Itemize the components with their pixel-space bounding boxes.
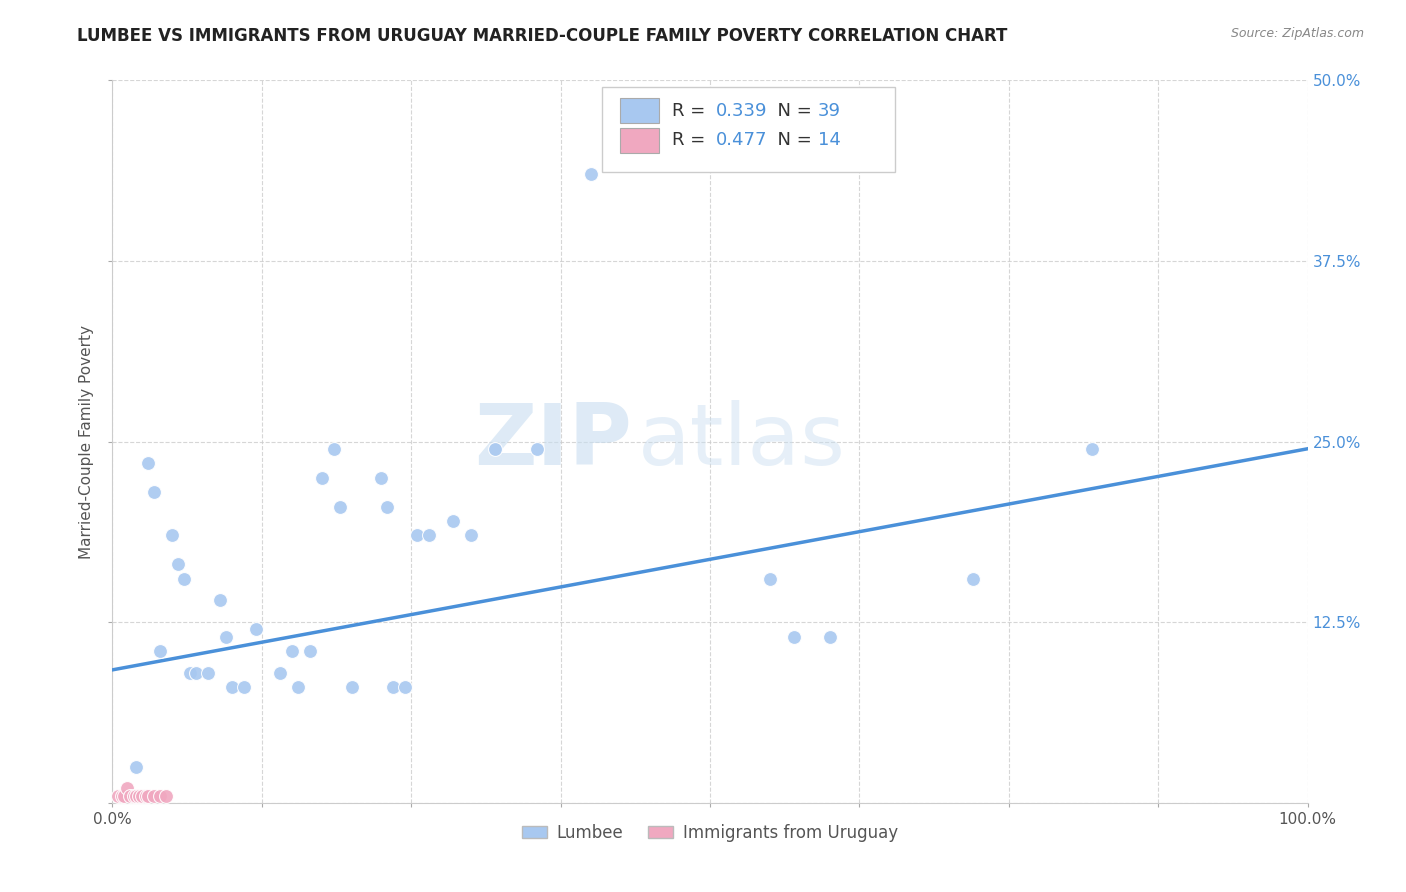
Point [418, 528, 440, 542]
Point [135, 789, 157, 803]
Y-axis label: Married-Couple Family Poverty: Married-Couple Family Poverty [79, 325, 94, 558]
FancyBboxPatch shape [620, 128, 658, 153]
Text: Source: ZipAtlas.com: Source: ZipAtlas.com [1230, 27, 1364, 40]
Point [269, 665, 291, 680]
Point [340, 680, 363, 694]
Point [818, 630, 841, 644]
Text: 14: 14 [818, 131, 841, 149]
Point [287, 680, 309, 694]
Text: atlas: atlas [638, 400, 846, 483]
Legend: Lumbee, Immigrants from Uruguay: Lumbee, Immigrants from Uruguay [515, 817, 905, 848]
Point [173, 572, 195, 586]
Point [233, 680, 256, 694]
Point [128, 789, 150, 803]
Point [382, 680, 405, 694]
Point [298, 644, 321, 658]
Point [209, 593, 232, 607]
Point [759, 572, 782, 586]
FancyBboxPatch shape [620, 98, 658, 123]
Point [149, 644, 172, 658]
Point [215, 630, 238, 644]
Point [526, 442, 548, 456]
Point [122, 789, 145, 803]
Point [107, 789, 129, 803]
Text: N =: N = [766, 102, 818, 120]
Point [311, 470, 333, 484]
Point [186, 665, 208, 680]
FancyBboxPatch shape [603, 87, 896, 172]
Text: N =: N = [766, 131, 818, 149]
Point [322, 442, 344, 456]
Point [162, 528, 183, 542]
Text: R =: R = [672, 131, 711, 149]
Point [377, 500, 399, 514]
Point [114, 789, 135, 803]
Text: R =: R = [672, 102, 711, 120]
Point [370, 470, 392, 484]
Point [143, 485, 166, 500]
Point [167, 558, 190, 572]
Point [131, 789, 153, 803]
Text: ZIP: ZIP [475, 400, 633, 483]
Point [143, 789, 166, 803]
Point [441, 514, 464, 528]
Point [782, 630, 804, 644]
Point [245, 623, 267, 637]
Point [125, 760, 148, 774]
Text: 0.477: 0.477 [716, 131, 768, 149]
Point [579, 167, 602, 181]
Point [125, 789, 148, 803]
Point [281, 644, 304, 658]
Point [406, 528, 429, 542]
Point [460, 528, 482, 542]
Point [329, 500, 352, 514]
Point [115, 781, 138, 796]
Point [155, 789, 177, 803]
Text: 39: 39 [818, 102, 841, 120]
Point [111, 789, 134, 803]
Point [1081, 442, 1104, 456]
Point [962, 572, 984, 586]
Text: 0.339: 0.339 [716, 102, 768, 120]
Point [197, 665, 219, 680]
Text: LUMBEE VS IMMIGRANTS FROM URUGUAY MARRIED-COUPLE FAMILY POVERTY CORRELATION CHAR: LUMBEE VS IMMIGRANTS FROM URUGUAY MARRIE… [77, 27, 1008, 45]
Point [120, 789, 142, 803]
Point [221, 680, 243, 694]
Point [484, 442, 506, 456]
Point [394, 680, 416, 694]
Point [179, 665, 201, 680]
Point [138, 456, 160, 470]
Point [149, 789, 172, 803]
Point [138, 789, 160, 803]
